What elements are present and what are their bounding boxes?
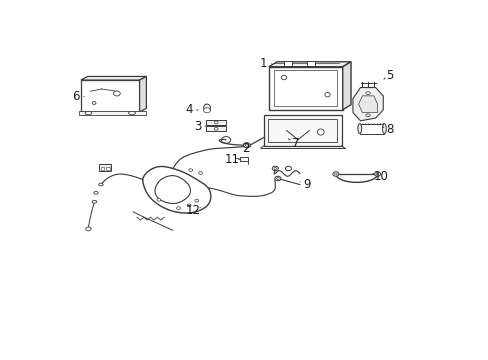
Bar bbox=[274, 69, 336, 105]
Text: 5: 5 bbox=[386, 69, 393, 82]
Ellipse shape bbox=[92, 102, 96, 104]
Ellipse shape bbox=[245, 144, 248, 146]
Ellipse shape bbox=[273, 167, 276, 170]
Bar bbox=[206, 120, 225, 125]
Ellipse shape bbox=[365, 92, 369, 94]
Ellipse shape bbox=[187, 204, 191, 207]
Ellipse shape bbox=[317, 129, 324, 135]
Bar bbox=[284, 62, 292, 67]
Ellipse shape bbox=[274, 176, 280, 181]
Ellipse shape bbox=[285, 166, 291, 171]
Ellipse shape bbox=[332, 172, 338, 176]
Text: 11: 11 bbox=[224, 153, 240, 166]
Ellipse shape bbox=[334, 173, 337, 175]
Ellipse shape bbox=[198, 172, 202, 174]
Ellipse shape bbox=[203, 108, 210, 113]
Bar bbox=[240, 157, 247, 161]
Bar bbox=[268, 67, 342, 110]
Text: 6: 6 bbox=[72, 90, 79, 103]
Ellipse shape bbox=[365, 114, 369, 117]
Bar bbox=[99, 164, 111, 171]
Text: 1: 1 bbox=[260, 57, 267, 69]
Text: 9: 9 bbox=[303, 177, 310, 190]
Ellipse shape bbox=[243, 143, 250, 148]
Bar bbox=[306, 62, 314, 67]
Bar bbox=[101, 167, 104, 170]
Ellipse shape bbox=[128, 111, 135, 115]
Polygon shape bbox=[352, 87, 383, 121]
Polygon shape bbox=[139, 76, 146, 112]
Ellipse shape bbox=[382, 123, 386, 134]
Text: 4: 4 bbox=[185, 103, 193, 116]
Polygon shape bbox=[358, 96, 377, 112]
Polygon shape bbox=[342, 62, 350, 110]
Ellipse shape bbox=[276, 177, 279, 179]
Ellipse shape bbox=[92, 201, 97, 203]
Ellipse shape bbox=[195, 199, 198, 202]
Ellipse shape bbox=[281, 75, 286, 80]
Bar bbox=[105, 167, 109, 170]
Polygon shape bbox=[81, 76, 146, 80]
Ellipse shape bbox=[85, 227, 91, 231]
Ellipse shape bbox=[176, 207, 180, 210]
Ellipse shape bbox=[94, 192, 98, 194]
Ellipse shape bbox=[85, 111, 92, 115]
Ellipse shape bbox=[214, 127, 218, 130]
Text: 2: 2 bbox=[242, 142, 249, 155]
Ellipse shape bbox=[214, 121, 218, 124]
Ellipse shape bbox=[188, 169, 192, 172]
Bar bbox=[79, 111, 146, 115]
Ellipse shape bbox=[113, 91, 120, 96]
Ellipse shape bbox=[375, 173, 378, 175]
Bar bbox=[268, 118, 336, 143]
Text: 10: 10 bbox=[373, 170, 388, 183]
Ellipse shape bbox=[157, 198, 161, 201]
Ellipse shape bbox=[99, 183, 103, 186]
Text: 8: 8 bbox=[386, 123, 393, 136]
Ellipse shape bbox=[272, 166, 278, 171]
Text: 7: 7 bbox=[291, 137, 299, 150]
Ellipse shape bbox=[203, 104, 210, 111]
Bar bbox=[81, 80, 139, 112]
Text: 3: 3 bbox=[193, 120, 201, 133]
Text: 12: 12 bbox=[185, 203, 200, 217]
Bar bbox=[264, 115, 341, 146]
Ellipse shape bbox=[324, 93, 329, 97]
Bar bbox=[359, 123, 384, 134]
Bar bbox=[206, 126, 225, 131]
Ellipse shape bbox=[374, 172, 380, 176]
Polygon shape bbox=[268, 62, 350, 67]
Ellipse shape bbox=[357, 123, 361, 134]
